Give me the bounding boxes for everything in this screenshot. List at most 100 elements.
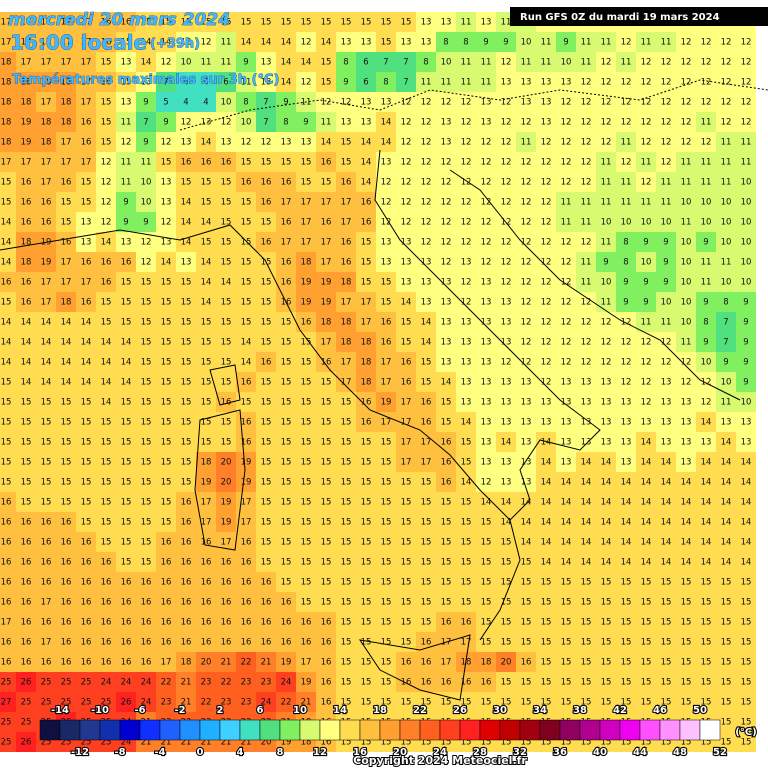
temperature-value: 15 (501, 558, 512, 568)
temperature-cell (436, 292, 456, 312)
temperature-value: 15 (181, 358, 192, 368)
temperature-value: 15 (381, 518, 392, 528)
temperature-value: 13 (181, 258, 192, 268)
temperature-value: 15 (241, 298, 252, 308)
temperature-cell (76, 252, 96, 272)
temperature-value: 15 (121, 538, 132, 548)
temperature-cell (276, 172, 296, 192)
temperature-value: 13 (621, 398, 632, 408)
temperature-value: 16 (121, 258, 132, 268)
temperature-value: 15 (741, 638, 752, 648)
temperature-value: 15 (141, 278, 152, 288)
temperature-value: 11 (621, 138, 632, 148)
temperature-value: 8 (723, 298, 728, 308)
temperature-value: 21 (261, 658, 272, 668)
temperature-value: 11 (741, 138, 752, 148)
temperature-value: 12 (541, 278, 552, 288)
temperature-value: 14 (121, 358, 132, 368)
temperature-cell (156, 112, 176, 132)
temperature-value: 15 (461, 558, 472, 568)
temperature-cell (96, 292, 116, 312)
temperature-value: 16 (261, 638, 272, 648)
temperature-value: 15 (61, 438, 72, 448)
temperature-cell (36, 292, 56, 312)
temperature-cell (296, 32, 316, 52)
temperature-value: 24 (121, 678, 132, 688)
temperature-value: 15 (541, 598, 552, 608)
temperature-value: 25 (21, 718, 32, 728)
temperature-value: 12 (621, 338, 632, 348)
temperature-value: 15 (481, 638, 492, 648)
legend-label: 26 (453, 705, 467, 716)
temperature-value: 15 (121, 278, 132, 288)
temperature-value: 23 (161, 698, 172, 708)
temperature-value: 14 (241, 38, 252, 48)
temperature-value: 12 (561, 98, 572, 108)
temperature-value: 15 (581, 598, 592, 608)
temperature-value: 16 (181, 558, 192, 568)
temperature-value: 17 (41, 298, 52, 308)
temperature-cell (416, 232, 436, 252)
temperature-value: 11 (201, 58, 212, 68)
temperature-value: 12 (581, 118, 592, 128)
temperature-value: 15 (241, 318, 252, 328)
temperature-value: 12 (481, 138, 492, 148)
temperature-value: 15 (181, 418, 192, 428)
temperature-value: 12 (581, 78, 592, 88)
temperature-cell (236, 152, 256, 172)
temperature-cell (156, 152, 176, 172)
temperature-cell (336, 32, 356, 52)
temperature-value: 16 (21, 178, 32, 188)
temperature-value: 12 (621, 38, 632, 48)
temperature-cell (616, 52, 636, 72)
temperature-cell (236, 72, 256, 92)
temperature-value: 15 (101, 58, 112, 68)
temperature-cell (656, 32, 676, 52)
temperature-value: 15 (161, 398, 172, 408)
temperature-cell (636, 132, 656, 152)
temperature-value: 15 (261, 438, 272, 448)
temperature-value: 17 (321, 258, 332, 268)
temperature-cell (496, 132, 516, 152)
temperature-value: 12 (641, 118, 652, 128)
temperature-cell (256, 72, 276, 92)
temperature-value: 13 (361, 38, 372, 48)
temperature-value: 16 (281, 178, 292, 188)
temperature-value: 18 (1, 98, 12, 108)
temperature-value: 11 (581, 218, 592, 228)
temperature-value: 9 (623, 278, 628, 288)
temperature-value: 15 (561, 598, 572, 608)
temperature-value: 15 (121, 478, 132, 488)
temperature-cell (336, 252, 356, 272)
temperature-value: 16 (321, 678, 332, 688)
temperature-cell (116, 92, 136, 112)
temperature-value: 13 (741, 418, 752, 428)
temperature-value: 16 (321, 158, 332, 168)
temperature-value: 15 (201, 438, 212, 448)
temperature-value: 15 (101, 478, 112, 488)
temperature-value: 13 (601, 438, 612, 448)
temperature-value: 16 (21, 538, 32, 548)
temperature-value: 15 (681, 678, 692, 688)
temperature-value: 14 (321, 138, 332, 148)
temperature-value: 15 (421, 378, 432, 388)
temperature-value: 14 (1, 318, 12, 328)
temperature-value: 12 (561, 318, 572, 328)
temperature-cell (656, 72, 676, 92)
temperature-value: 14 (261, 38, 272, 48)
temperature-cell (536, 112, 556, 132)
temperature-value: 14 (421, 318, 432, 328)
temperature-value: 15 (621, 638, 632, 648)
temperature-value: 11 (541, 38, 552, 48)
temperature-cell (636, 312, 656, 332)
temperature-value: 15 (381, 498, 392, 508)
temperature-value: 23 (261, 678, 272, 688)
legend-swatch (439, 719, 461, 741)
temperature-cell (716, 152, 736, 172)
temperature-value: 27 (1, 698, 12, 708)
temperature-value: 10 (741, 278, 752, 288)
temperature-value: 13 (421, 278, 432, 288)
temperature-value: 15 (141, 318, 152, 328)
temperature-cell (236, 332, 256, 352)
temperature-value: 15 (101, 458, 112, 468)
